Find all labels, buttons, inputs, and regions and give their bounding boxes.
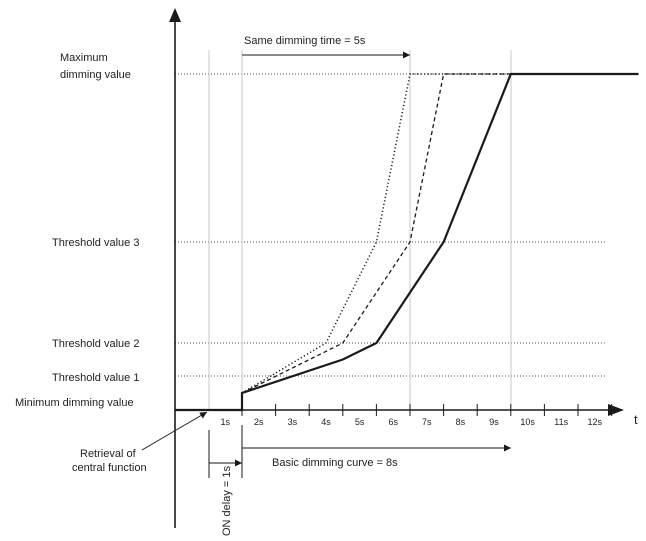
y-axis-arrowhead: [169, 8, 181, 22]
x-tick-labels: 1s 2s 3s 4s 5s 6s 7s 8s 9s 10s 11s 12s: [220, 417, 602, 427]
max-value-label-line1: Maximum: [60, 52, 108, 64]
threshold-guides: [175, 73, 606, 377]
x-tick-label: 8s: [456, 417, 466, 427]
x-tick-label: 5s: [355, 417, 365, 427]
threshold-3-label: Threshold value 3: [52, 237, 139, 249]
x-tick-label: 10s: [520, 417, 535, 427]
dotted-dimming-curve: [241, 73, 639, 394]
threshold-2-label: Threshold value 2: [52, 338, 139, 350]
x-tick-label: 2s: [254, 417, 264, 427]
x-tick-label: 1s: [220, 417, 230, 427]
same-dimming-time-label: Same dimming time = 5s: [244, 35, 366, 47]
x-tick-label: 4s: [321, 417, 331, 427]
x-axis-arrowhead: [608, 404, 624, 416]
x-tick-label: 12s: [588, 417, 603, 427]
min-value-label: Minimum dimming value: [15, 397, 134, 409]
basic-curve-label: Basic dimming curve = 8s: [272, 457, 398, 469]
x-tick-label: 9s: [489, 417, 499, 427]
dimming-curves: [174, 72, 639, 412]
x-tick-label: 7s: [422, 417, 432, 427]
t-axis-label: t: [634, 412, 638, 427]
max-value-label-line2: dimming value: [60, 69, 131, 81]
retrieval-arrow: [141, 411, 208, 451]
dashed-dimming-curve: [241, 73, 639, 394]
on-delay-label: ON delay = 1s: [221, 465, 233, 536]
solid-dimming-curve: [174, 72, 639, 412]
threshold-1-label: Threshold value 1: [52, 372, 139, 384]
vertical-gridlines: [208, 50, 512, 410]
x-tick-label: 11s: [554, 417, 568, 427]
axes: [169, 8, 624, 528]
x-ticks: [241, 404, 613, 416]
x-tick-label: 6s: [388, 417, 398, 427]
retrieval-label-line2: central function: [72, 462, 147, 474]
retrieval-label-line1: Retrieval of: [80, 448, 137, 460]
x-tick-label: 3s: [288, 417, 298, 427]
